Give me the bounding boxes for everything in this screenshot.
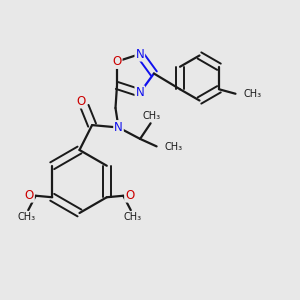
Text: O: O [112, 55, 122, 68]
Text: CH₃: CH₃ [142, 111, 160, 121]
Text: CH₃: CH₃ [165, 142, 183, 152]
Text: N: N [135, 86, 144, 99]
Text: N: N [135, 48, 144, 61]
Text: CH₃: CH₃ [244, 89, 262, 99]
Text: CH₃: CH₃ [18, 212, 36, 222]
Text: O: O [25, 189, 34, 202]
Text: O: O [125, 189, 134, 202]
Text: N: N [114, 121, 123, 134]
Text: CH₃: CH₃ [123, 212, 141, 222]
Text: O: O [76, 94, 85, 108]
